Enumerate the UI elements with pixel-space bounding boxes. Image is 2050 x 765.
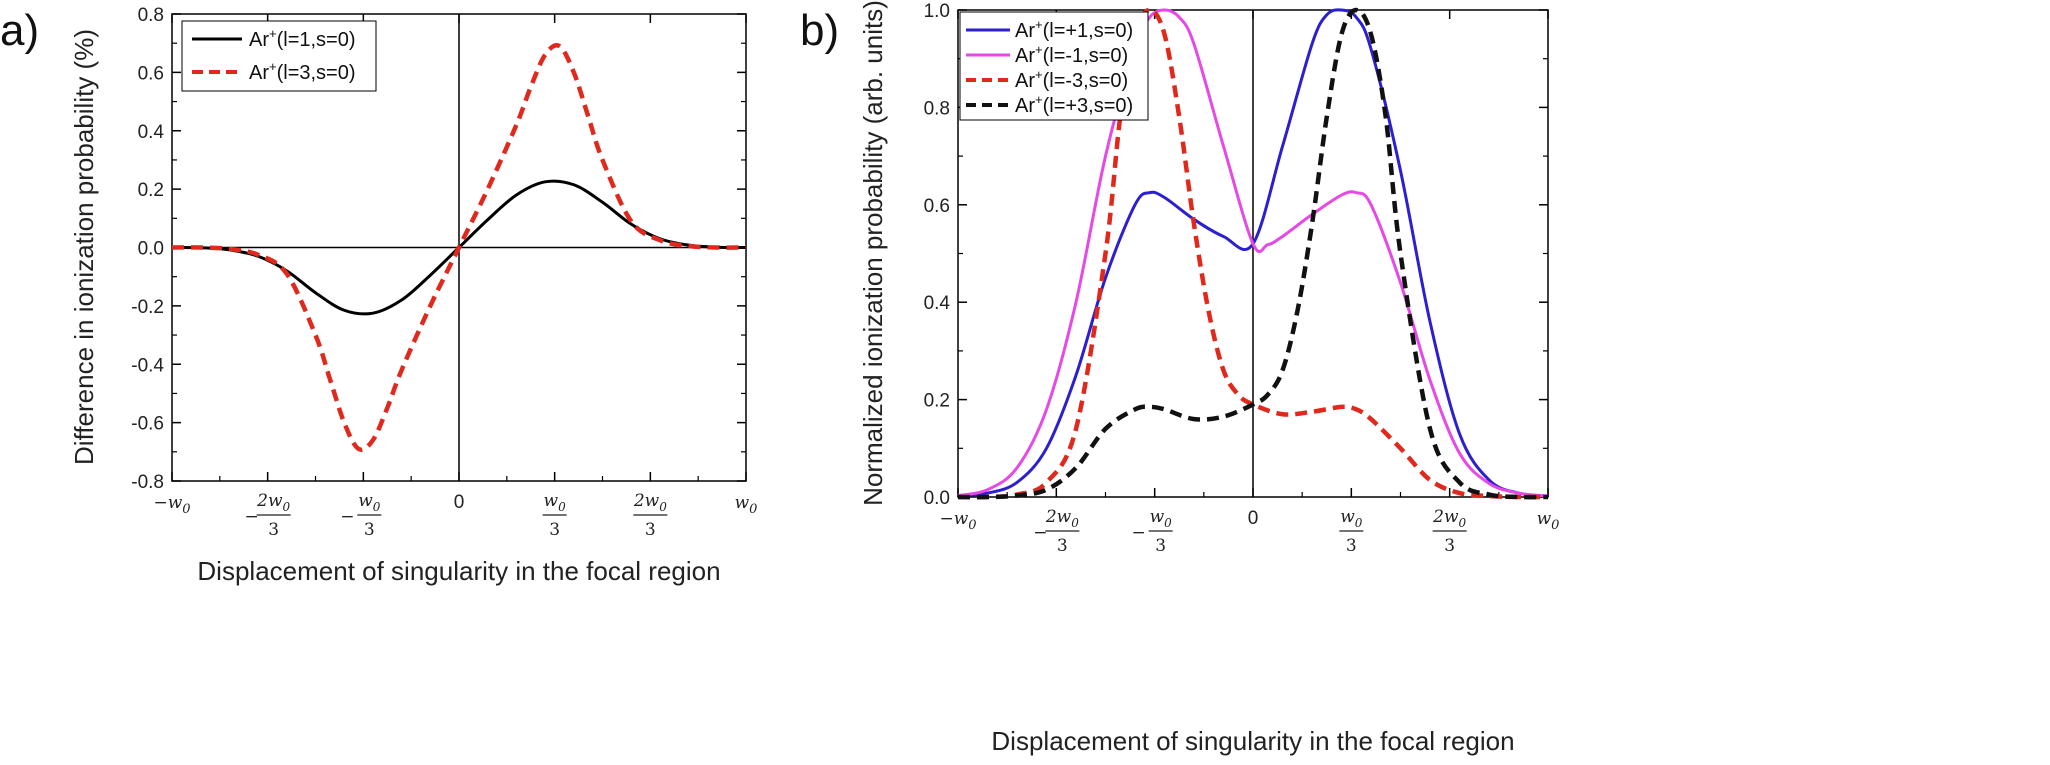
panel-a-ytick-label: -0.8 [131,472,164,493]
panel-a-ytick-label: -0.6 [131,414,164,435]
panel-b-xtick-label: −w0 3 [1132,507,1173,556]
panel-a-legend-label-1: Ar+(l=3,s=0) [249,59,356,84]
svg-text:w0: w0 [544,491,567,514]
panel-b-ytick-label: 0.6 [924,196,950,217]
panel-b-xtick-label: w03 [1339,507,1364,556]
panel-a-legend-box [181,20,377,92]
panel-a-ytick-label: 0.0 [138,239,164,260]
svg-text:3: 3 [1444,536,1455,556]
svg-text:0: 0 [454,492,465,513]
panel-b-y-axis-title: Normalized ionization probability (arb. … [858,0,888,506]
panel-a: a) -0.8-0.6-0.4-0.20.00.20.40.60.8 −w0 −2… [0,5,757,586]
panel-a-label: a) [0,6,39,55]
panel-a-ytick-label: 0.4 [138,122,165,143]
svg-text:3: 3 [364,520,375,540]
panel-a-series-1-line [171,43,747,452]
panel-b-series-0-line [957,8,1549,498]
svg-text:w0: w0 [358,491,381,514]
svg-text:3: 3 [645,520,656,540]
svg-text:−: − [1132,523,1146,543]
svg-text:w0: w0 [1537,509,1560,533]
svg-text:2w0: 2w0 [1432,507,1466,530]
panel-b-ytick-label: 0.4 [924,293,951,314]
panel-a-xtick-label: −2w0 3 [245,491,291,540]
panel-a-xtick-label: −w0 [153,493,190,517]
panel-a-x-axis-title: Displacement of singularity in the focal… [197,556,720,586]
panel-b-legend-label-0: Ar+(l=+1,s=0) [1015,17,1133,42]
panel-b-series-1-line [957,8,1549,498]
panel-b-legend-label-1: Ar+(l=-1,s=0) [1015,42,1128,67]
panel-b-xtick-label: −2w0 3 [1033,507,1080,556]
svg-text:w0: w0 [1150,507,1173,530]
panel-a-xtick-label: w03 [542,491,567,540]
svg-text:−: − [245,507,259,527]
panel-b-series-3-line [957,7,1549,500]
panel-b-ytick-label: 1.0 [924,1,950,22]
panel-a-xtick-label: w0 [735,493,758,517]
svg-text:3: 3 [1057,536,1068,556]
svg-text:0: 0 [1248,508,1259,529]
svg-text:3: 3 [268,520,279,540]
panel-a-ytick-label: 0.8 [138,5,164,26]
svg-text:2w0: 2w0 [633,491,667,514]
panel-b-xtick-label: 0 [1248,508,1259,529]
panel-b-legend: Ar+(l=+1,s=0) Ar+(l=-1,s=0) Ar+(l=-3,s=0… [959,11,1149,121]
svg-text:−: − [340,507,354,527]
panel-a-y-axis-title: Difference in ionization probability (%) [69,29,99,465]
panel-a-ytick-label: -0.2 [131,297,164,318]
panel-b-legend-label-2: Ar+(l=-3,s=0) [1015,67,1128,92]
svg-text:2w0: 2w0 [256,491,290,514]
svg-text:w0: w0 [735,493,758,517]
svg-text:3: 3 [1346,536,1357,556]
svg-text:w0: w0 [1340,507,1363,530]
panel-b-series-group [957,7,1549,500]
panel-a-series-group [171,43,747,452]
panel-b-label: b) [800,6,839,55]
svg-text:2w0: 2w0 [1045,507,1079,530]
panel-b-ytick-label: 0.2 [924,391,950,412]
svg-text:3: 3 [1155,536,1166,556]
panel-a-ytick-label: 0.2 [138,180,164,201]
panel-a-y-ticks: -0.8 -0.6 -0.4 -0.2 0.0 0.2 0.4 0.6 0.8 [131,5,746,493]
panel-b-x-axis-title: Displacement of singularity in the focal… [991,726,1514,756]
panel-b-ytick-label: 0.8 [924,98,950,119]
panel-b-xtick-label: −w0 [939,509,976,533]
svg-text:3: 3 [549,520,560,540]
panel-a-ytick-label: 0.6 [138,63,164,84]
panel-b-ytick-label: 0.0 [924,488,950,509]
panel-a-legend-label-0: Ar+(l=1,s=0) [249,26,356,51]
svg-text:−: − [1033,523,1047,543]
panel-b-xtick-label: w0 [1537,509,1560,533]
panel-b-legend-label-3: Ar+(l=+3,s=0) [1015,92,1133,117]
panel-b-y-ticks: 0.0 0.2 0.4 0.6 0.8 1.0 [924,1,1548,509]
panel-a-xtick-label: 0 [454,492,465,513]
panel-a-legend: Ar+(l=1,s=0) Ar+(l=3,s=0) [181,20,377,92]
panel-a-xtick-label: −w0 3 [340,491,382,540]
panel-b-series-2-line [957,7,1549,500]
svg-text:−w0: −w0 [153,493,190,517]
panel-a-ytick-label: -0.4 [131,355,164,376]
svg-text:−w0: −w0 [939,509,976,533]
